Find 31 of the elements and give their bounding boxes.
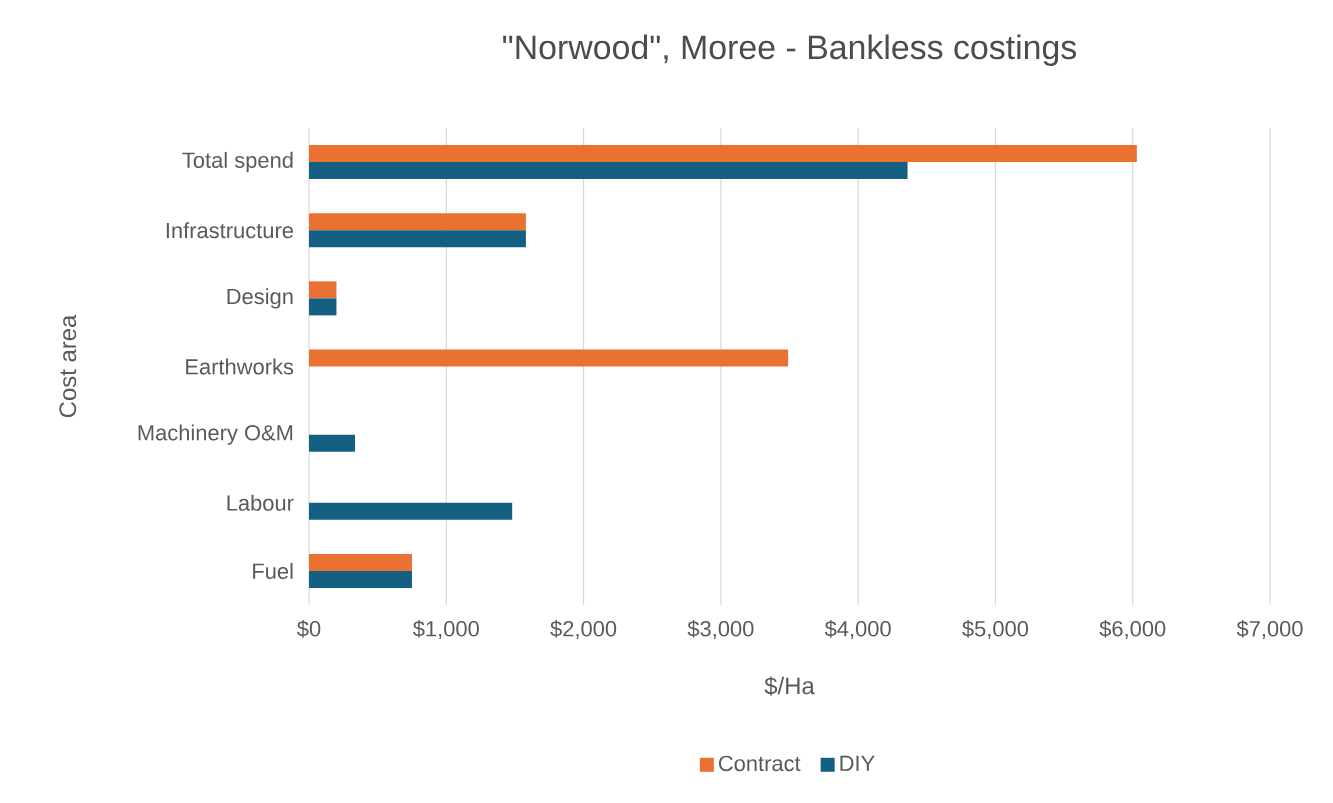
legend-label: Contract (718, 755, 801, 772)
bar (309, 349, 789, 367)
y-axis-title: Cost area (59, 314, 77, 418)
y-tick-label: Earthworks (186, 358, 294, 375)
bar (309, 298, 337, 316)
y-tick-label: Machinery O&M (138, 424, 293, 445)
bar (309, 213, 526, 231)
x-axis-title: $/Ha (764, 676, 815, 696)
bar (309, 434, 355, 452)
bar (309, 570, 412, 588)
legend-label: DIY (840, 755, 875, 771)
chart-title: "Norwood", Moree - Bankless costings (503, 34, 1077, 67)
x-tick-label: $2,000 (550, 620, 617, 640)
y-tick-label: Fuel (253, 562, 293, 579)
bar (309, 162, 908, 180)
x-tick-label: $6,000 (1099, 620, 1166, 640)
y-tick-label: Infrastructure (166, 222, 293, 239)
y-tick-label: Design (227, 288, 293, 309)
x-tick-label: $7,000 (1236, 620, 1303, 640)
bar (309, 145, 1137, 163)
y-tick-label: Labour (227, 494, 294, 511)
y-tick-label: Total spend (182, 151, 293, 173)
x-tick-label: $5,000 (962, 620, 1029, 640)
x-tick-label: $0 (297, 620, 321, 638)
bar (309, 553, 412, 571)
bar (309, 502, 513, 520)
x-tick-label: $4,000 (824, 620, 891, 640)
x-tick-label: $1,000 (413, 620, 479, 640)
x-tick-label: $3,000 (687, 620, 754, 640)
bar (309, 230, 526, 248)
bar (309, 281, 337, 299)
